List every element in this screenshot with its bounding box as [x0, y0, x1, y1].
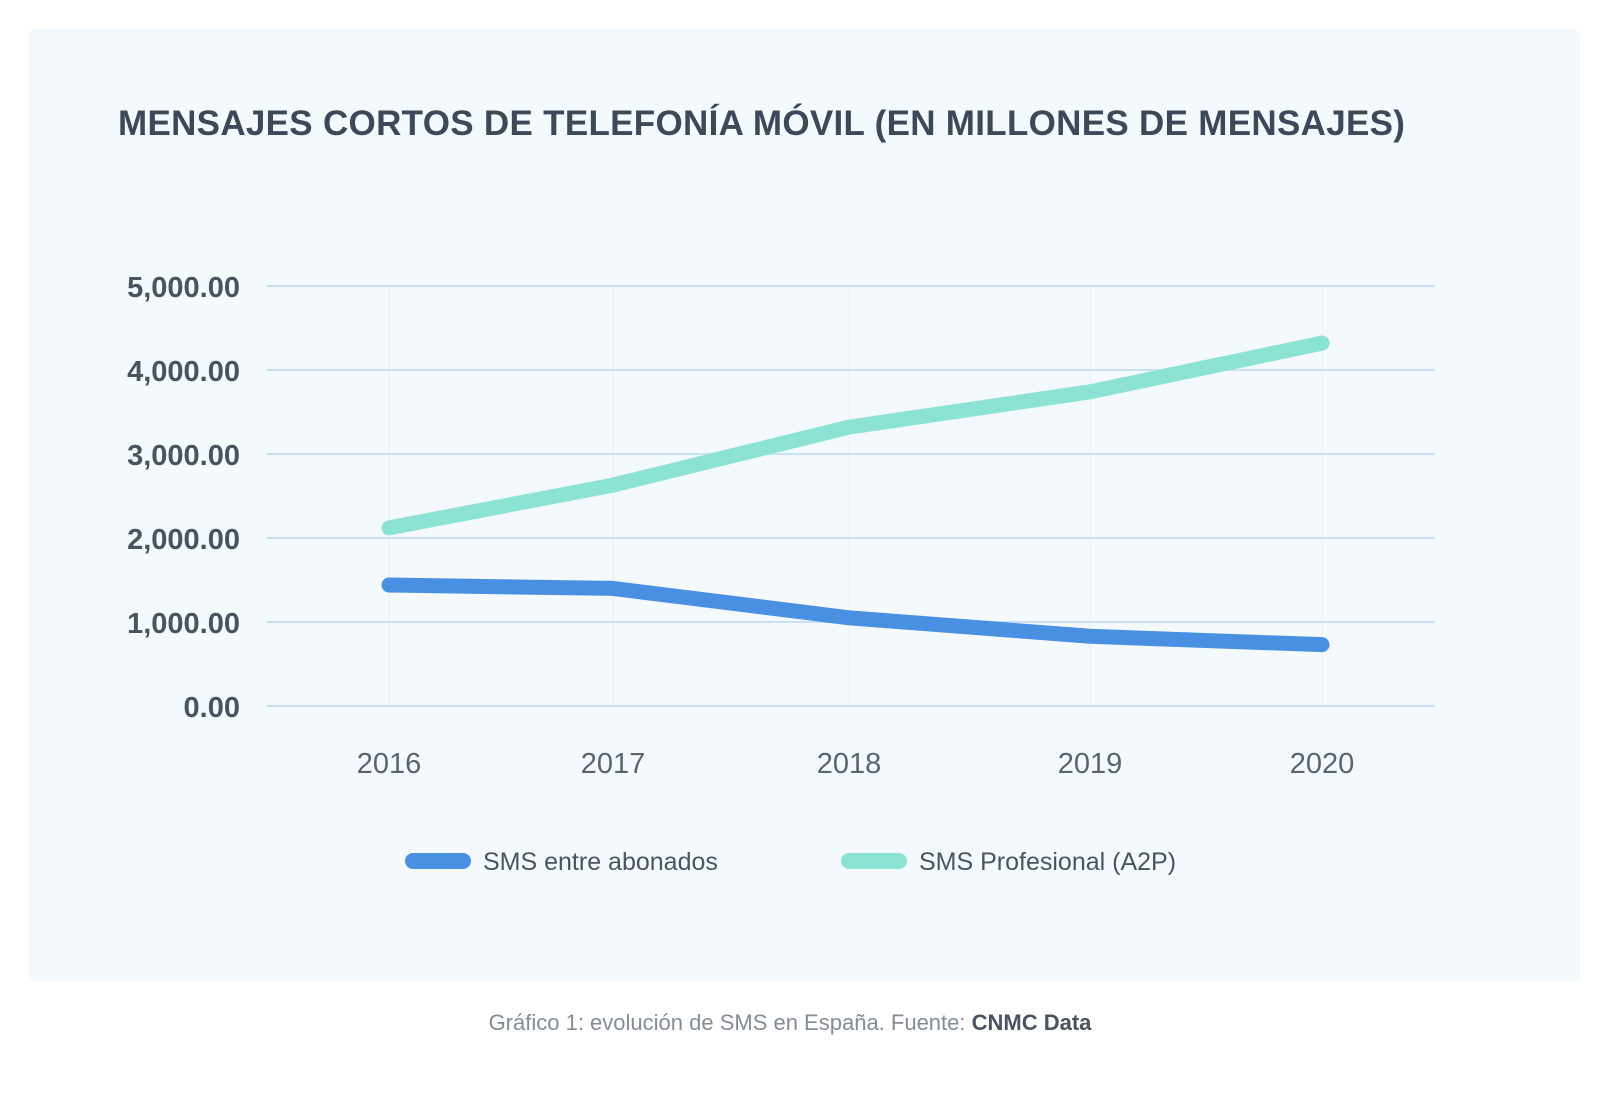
caption-source: CNMC Data	[971, 1010, 1092, 1035]
x-tick-label: 2017	[581, 748, 646, 780]
caption: Gráfico 1: evolución de SMS en España. F…	[0, 1010, 1580, 1036]
x-tick-label: 2019	[1058, 748, 1123, 780]
legend-label: SMS Profesional (A2P)	[919, 848, 1176, 876]
y-tick-label: 1,000.00	[127, 608, 240, 640]
legend-label: SMS entre abonados	[483, 848, 718, 876]
chart-title: MENSAJES CORTOS DE TELEFONÍA MÓVIL (EN M…	[118, 104, 1406, 143]
y-tick-label: 4,000.00	[127, 356, 240, 388]
y-tick-label: 0.00	[184, 692, 240, 724]
y-tick-label: 5,000.00	[127, 272, 240, 304]
series-line-0	[381, 577, 1330, 653]
x-tick-label: 2020	[1290, 748, 1355, 780]
x-tick-label: 2018	[817, 748, 882, 780]
x-tick-label: 2016	[357, 748, 422, 780]
y-tick-label: 2,000.00	[127, 524, 240, 556]
y-tick-label: 3,000.00	[127, 440, 240, 472]
caption-text: Gráfico 1: evolución de SMS en España. F…	[488, 1010, 972, 1035]
